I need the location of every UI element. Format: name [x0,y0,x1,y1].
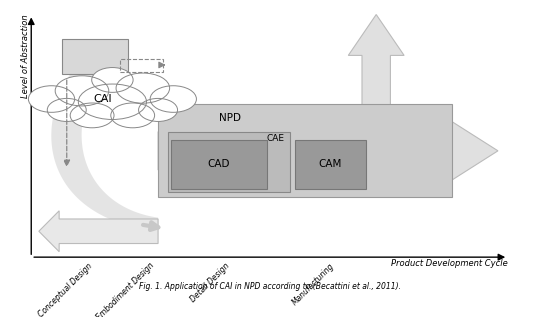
Text: CAD: CAD [208,159,230,170]
Ellipse shape [92,68,133,92]
Text: Manufacturing: Manufacturing [290,261,335,307]
Ellipse shape [111,103,155,128]
Ellipse shape [55,76,109,106]
Ellipse shape [139,98,177,121]
Ellipse shape [150,86,197,112]
Text: Conceptual Design: Conceptual Design [36,261,94,317]
Polygon shape [39,211,158,252]
Polygon shape [348,15,404,197]
Text: Product Development Cycle: Product Development Cycle [391,259,508,268]
Text: NPD: NPD [219,113,241,123]
Ellipse shape [116,73,170,103]
Bar [295,140,366,189]
Polygon shape [51,61,158,231]
Text: CAM: CAM [319,159,342,170]
Bar [120,59,163,72]
Bar [61,39,128,74]
Text: Detail Design: Detail Design [189,261,231,304]
Text: Embodiment Design: Embodiment Design [95,261,156,317]
Bar [171,140,267,189]
Ellipse shape [78,84,146,120]
Ellipse shape [70,103,114,128]
Text: Level of Abstraction: Level of Abstraction [21,15,30,98]
Ellipse shape [48,98,86,121]
Ellipse shape [28,86,75,112]
Text: CAI: CAI [93,94,112,104]
Text: CAE: CAE [267,134,285,144]
Polygon shape [158,115,498,186]
Text: Fig. 1. Application of CAI in NPD according to (Becattini et al., 2011).: Fig. 1. Application of CAI in NPD accord… [139,282,400,291]
Bar [158,105,452,197]
Bar [168,132,290,192]
